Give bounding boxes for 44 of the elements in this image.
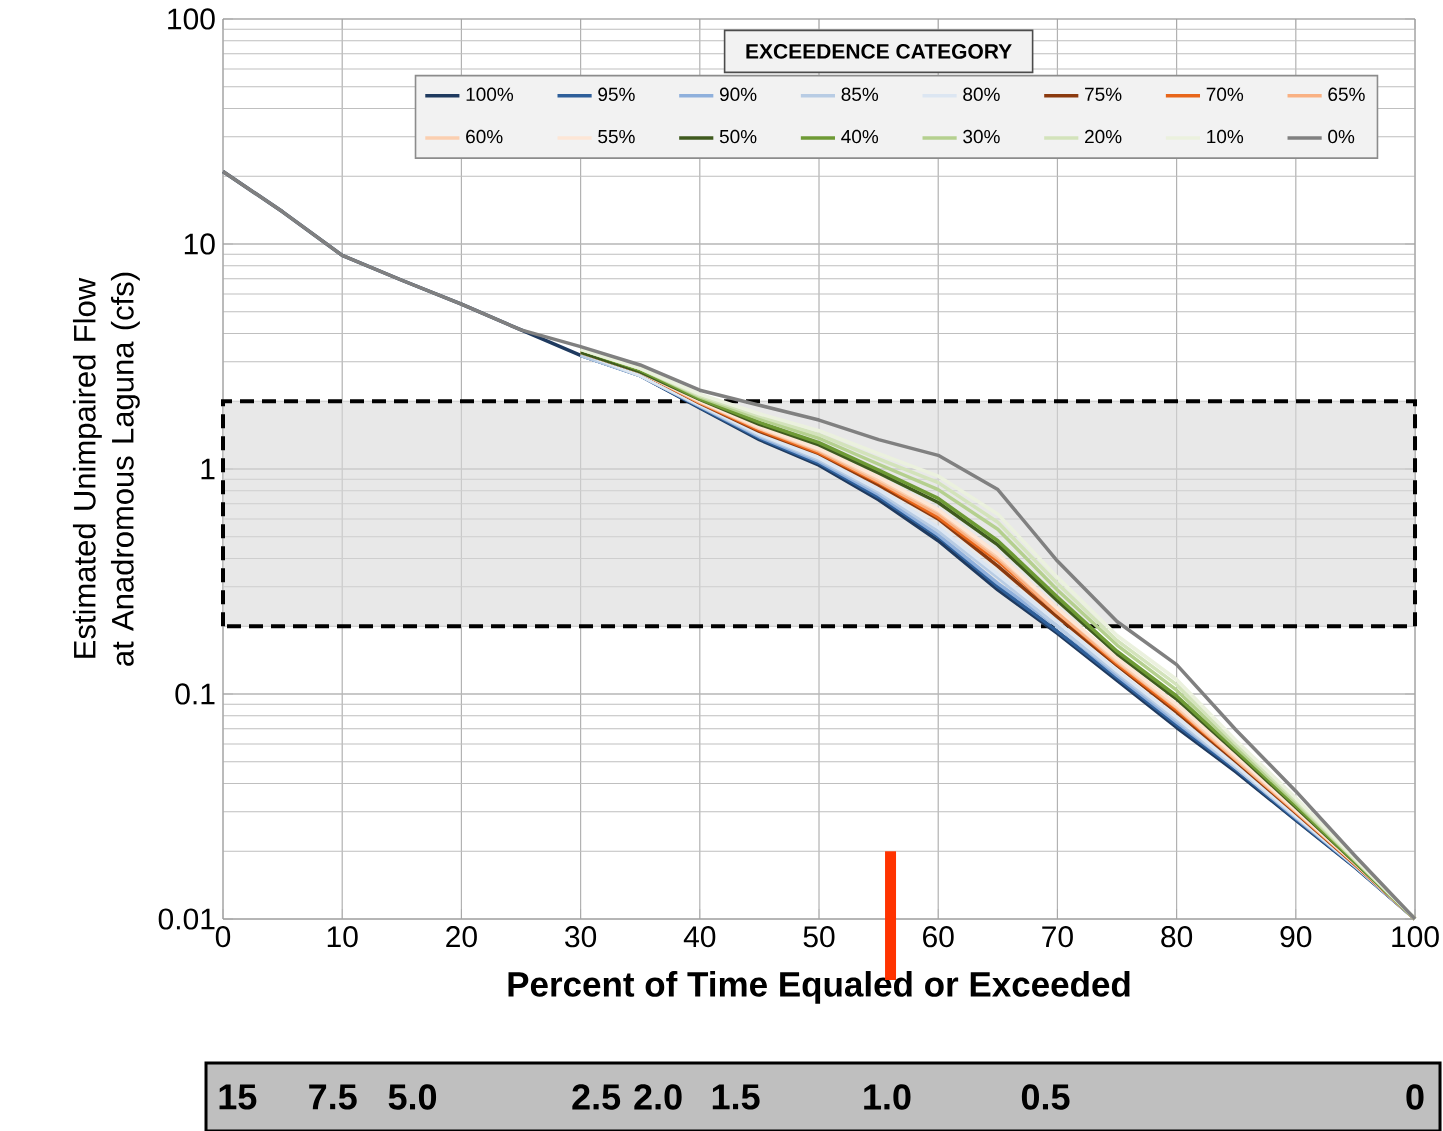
text: 1.0: [864, 1084, 911, 1110]
x-tick-label: 90: [1280, 926, 1312, 948]
legend-label: 95%: [598, 87, 635, 102]
legend-label: 65%: [1328, 87, 1365, 102]
legend-label: 100%: [466, 87, 514, 102]
x-tick-label: 100: [1392, 926, 1439, 948]
y-tick-label: 0.1: [175, 683, 215, 705]
text: 1.5: [712, 1084, 760, 1110]
x-tick-label: 0: [215, 926, 231, 948]
text: 5.0: [388, 1084, 437, 1110]
legend-label: 0%: [1328, 129, 1355, 144]
text: 2.5: [572, 1084, 621, 1110]
legend-label: 20%: [1085, 129, 1122, 144]
x-tick-label: 20: [446, 926, 477, 948]
legend-label: 75%: [1085, 87, 1122, 101]
legend-label: 30%: [963, 129, 1000, 144]
y-tick-label: 0.01: [158, 908, 215, 930]
legend-label: 55%: [598, 129, 635, 144]
text: 0.5: [1021, 1084, 1070, 1110]
x-tick-label: 80: [1161, 926, 1193, 948]
legend-label: 70%: [1206, 87, 1244, 102]
y-tick-label: 1: [201, 458, 215, 480]
x-tick-label: 50: [803, 926, 835, 948]
legend-label: 40%: [841, 129, 879, 144]
x-tick-label: 10: [327, 926, 358, 948]
x-axis-title: Percent of Time Equaled or Exceeded: [508, 971, 1130, 1004]
x-tick-label: 30: [565, 926, 597, 948]
legend-title: EXCEEDENCE CATEGORY: [746, 43, 1012, 59]
text: 15: [219, 1084, 257, 1110]
y-tick-label: 100: [168, 8, 215, 30]
legend-label: 85%: [841, 87, 879, 102]
x-tick-label: 60: [923, 926, 954, 948]
x-tick-label: 70: [1042, 926, 1073, 948]
text: 7.5: [309, 1084, 357, 1110]
text: 0: [1406, 1084, 1424, 1110]
legend-label: 80%: [963, 87, 1000, 102]
y-axis-title: Estimated Unimpaired Flow at Anadromous Laguna (cfs): [72, 272, 140, 666]
legend-label: 50%: [719, 129, 757, 144]
text: 2.0: [634, 1084, 682, 1110]
legend-label: 90%: [719, 87, 757, 102]
legend-label: 60%: [466, 129, 503, 144]
legend-label: 10%: [1207, 129, 1244, 144]
y-tick-label: 10: [184, 233, 215, 255]
x-tick-label: 40: [683, 926, 716, 948]
